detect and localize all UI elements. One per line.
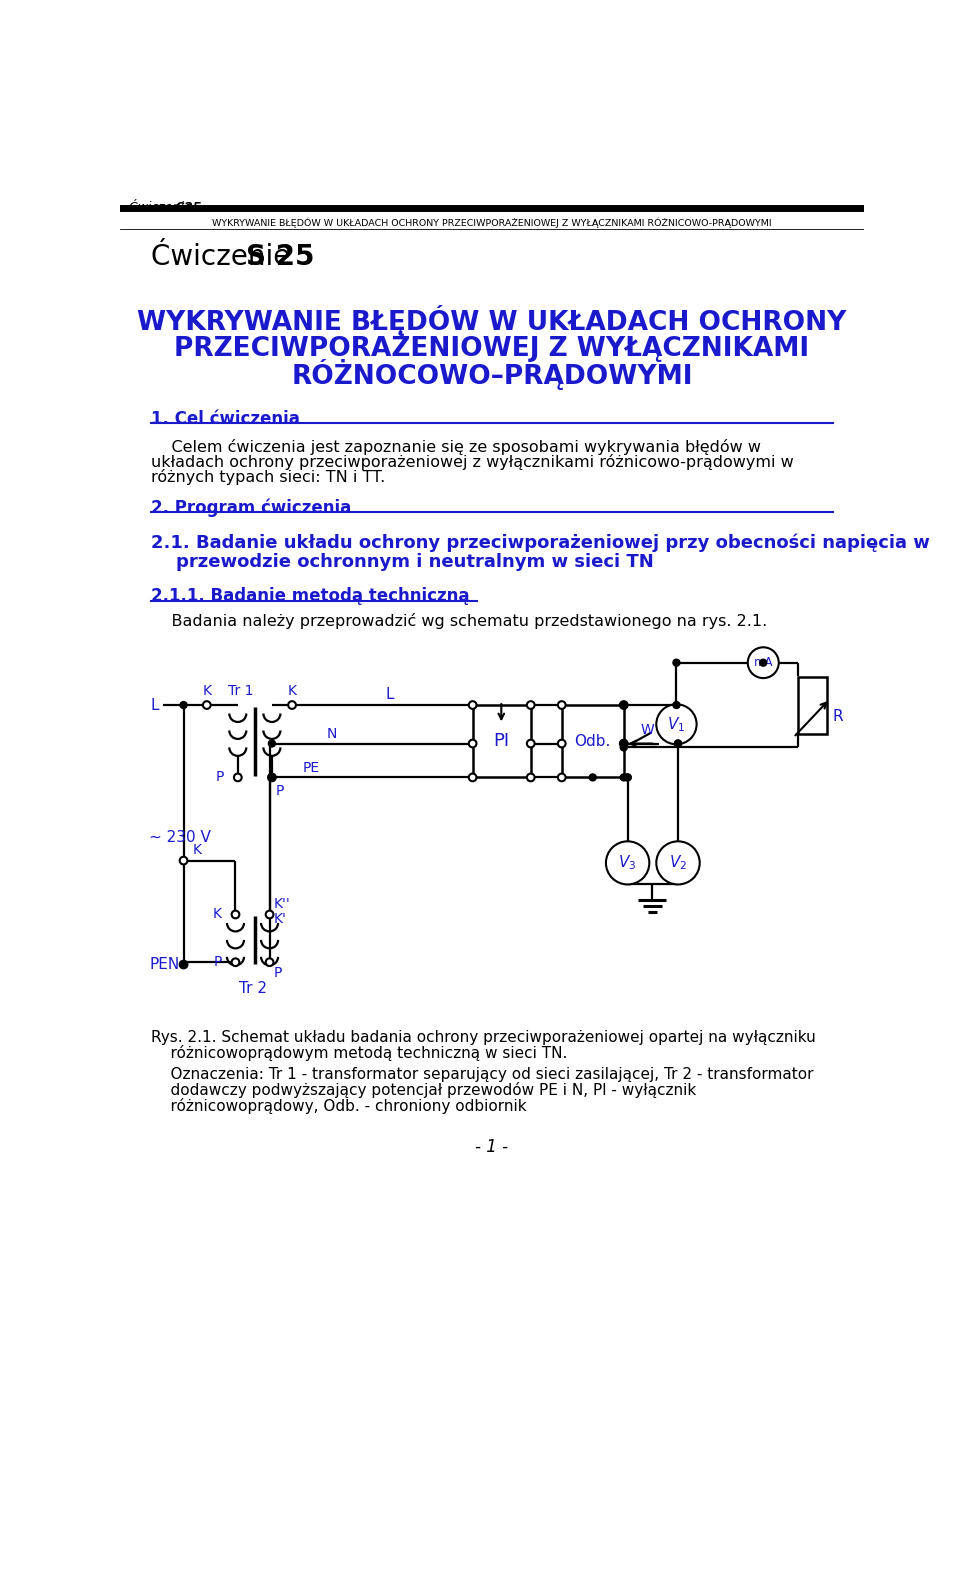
Circle shape xyxy=(527,740,535,747)
Circle shape xyxy=(558,774,565,782)
Circle shape xyxy=(231,958,239,966)
Text: różnicowoprądowy, Odb. - chroniony odbiornik: różnicowoprądowy, Odb. - chroniony odbio… xyxy=(151,1098,527,1114)
Text: dodawczy podwyższający potencjał przewodów PE i N, Pl - wyłącznik: dodawczy podwyższający potencjał przewod… xyxy=(151,1082,696,1098)
Circle shape xyxy=(675,740,682,747)
Text: $V_2$: $V_2$ xyxy=(669,853,687,872)
Text: WYKRYWANIE BŁĘDÓW W UKŁADACH OCHRONY: WYKRYWANIE BŁĘDÓW W UKŁADACH OCHRONY xyxy=(137,305,847,335)
Circle shape xyxy=(269,740,276,747)
Circle shape xyxy=(266,958,274,966)
Text: Ćwiczenie: Ćwiczenie xyxy=(130,200,196,213)
Circle shape xyxy=(657,704,697,744)
Text: Odb.: Odb. xyxy=(575,734,611,748)
Circle shape xyxy=(269,774,276,780)
Text: L: L xyxy=(386,686,394,702)
Text: $V_1$: $V_1$ xyxy=(667,715,685,734)
Circle shape xyxy=(234,774,242,782)
Circle shape xyxy=(180,702,187,709)
Text: 2.1.1. Badanie metodą techniczną: 2.1.1. Badanie metodą techniczną xyxy=(151,588,469,605)
Text: K': K' xyxy=(274,912,286,926)
Circle shape xyxy=(180,961,187,968)
Circle shape xyxy=(620,740,627,747)
Text: przewodzie ochronnym i neutralnym w sieci TN: przewodzie ochronnym i neutralnym w siec… xyxy=(151,553,654,570)
Circle shape xyxy=(268,774,276,782)
Text: K: K xyxy=(288,685,297,698)
Circle shape xyxy=(620,774,627,780)
Circle shape xyxy=(759,659,767,666)
Text: R: R xyxy=(833,709,844,725)
Circle shape xyxy=(468,740,476,747)
Text: K'': K'' xyxy=(274,896,290,910)
Text: P: P xyxy=(276,785,284,798)
Text: PRZECIWPORAŻENIOWEJ Z WYŁĄCZNIKAMI: PRZECIWPORAŻENIOWEJ Z WYŁĄCZNIKAMI xyxy=(175,331,809,362)
Text: 2. Program ćwiczenia: 2. Program ćwiczenia xyxy=(151,499,351,516)
Circle shape xyxy=(675,740,682,747)
Text: PEN: PEN xyxy=(150,957,180,972)
Text: P: P xyxy=(215,771,224,785)
Circle shape xyxy=(203,701,210,709)
Text: $V_3$: $V_3$ xyxy=(618,853,636,872)
Circle shape xyxy=(468,701,476,709)
Text: Tr 2: Tr 2 xyxy=(238,982,267,996)
Text: S 25: S 25 xyxy=(246,243,314,272)
Circle shape xyxy=(620,740,628,747)
Circle shape xyxy=(624,774,631,780)
Text: K: K xyxy=(193,842,202,856)
Circle shape xyxy=(673,659,680,666)
Circle shape xyxy=(180,961,187,968)
Circle shape xyxy=(620,701,628,709)
Text: układach ochrony przeciwporażeniowej z wyłącznikami różnicowo-prądowymi w: układach ochrony przeciwporażeniowej z w… xyxy=(151,454,794,470)
Text: PI: PI xyxy=(493,733,510,750)
Circle shape xyxy=(620,702,627,709)
Text: ~ 230 V: ~ 230 V xyxy=(150,829,211,845)
Text: W: W xyxy=(640,723,654,737)
Text: K: K xyxy=(203,685,211,698)
Circle shape xyxy=(231,910,239,918)
Circle shape xyxy=(468,774,476,782)
Circle shape xyxy=(624,774,631,780)
Text: Ćwiczenie: Ćwiczenie xyxy=(151,243,300,272)
Circle shape xyxy=(748,647,779,679)
Text: Badania należy przeprowadzić wg schematu przedstawionego na rys. 2.1.: Badania należy przeprowadzić wg schematu… xyxy=(151,613,767,629)
Circle shape xyxy=(558,701,565,709)
Circle shape xyxy=(527,774,535,782)
Text: K: K xyxy=(212,907,222,922)
Circle shape xyxy=(558,740,565,747)
Circle shape xyxy=(606,841,649,885)
Circle shape xyxy=(589,774,596,780)
Circle shape xyxy=(180,856,187,864)
Text: P: P xyxy=(274,966,282,980)
Text: N: N xyxy=(326,728,337,742)
Circle shape xyxy=(657,841,700,885)
Circle shape xyxy=(620,744,627,752)
Text: Tr 1: Tr 1 xyxy=(228,685,254,698)
Text: RÓŻNOCOWO–PRĄDOWYMI: RÓŻNOCOWO–PRĄDOWYMI xyxy=(291,359,693,389)
Text: Rys. 2.1. Schemat układu badania ochrony przeciwporażeniowej opartej na wyłączni: Rys. 2.1. Schemat układu badania ochrony… xyxy=(151,1030,816,1046)
Text: PE: PE xyxy=(303,761,320,775)
Bar xyxy=(562,706,624,777)
Text: P: P xyxy=(213,955,222,969)
Circle shape xyxy=(527,701,535,709)
Text: L: L xyxy=(151,698,158,712)
Text: - 1 -: - 1 - xyxy=(475,1138,509,1155)
Text: S25: S25 xyxy=(176,200,203,213)
Text: WYKRYWANIE BŁĘDÓW W UKŁADACH OCHRONY PRZECIWPORAŻENIOWEJ Z WYŁĄCZNIKAMI RÓŻNICOW: WYKRYWANIE BŁĘDÓW W UKŁADACH OCHRONY PRZ… xyxy=(212,218,772,229)
Text: 1. Cel ćwiczenia: 1. Cel ćwiczenia xyxy=(151,410,300,427)
Bar xyxy=(472,706,531,777)
Text: Celem ćwiczenia jest zapoznanie się ze sposobami wykrywania błędów w: Celem ćwiczenia jest zapoznanie się ze s… xyxy=(151,439,761,454)
Circle shape xyxy=(673,702,680,709)
Text: różnych typach sieci: TN i TT.: różnych typach sieci: TN i TT. xyxy=(151,469,385,485)
Text: różnicowoprądowym metodą techniczną w sieci TN.: różnicowoprądowym metodą techniczną w si… xyxy=(151,1046,567,1061)
Text: mA: mA xyxy=(754,656,773,669)
Bar xyxy=(798,677,827,734)
Circle shape xyxy=(288,701,296,709)
Text: 2.1. Badanie układu ochrony przeciwporażeniowej przy obecności napięcia w: 2.1. Badanie układu ochrony przeciwporaż… xyxy=(151,534,930,551)
Circle shape xyxy=(266,910,274,918)
Text: Oznaczenia: Tr 1 - transformator separujący od sieci zasilającej, Tr 2 - transfo: Oznaczenia: Tr 1 - transformator separuj… xyxy=(151,1066,813,1082)
